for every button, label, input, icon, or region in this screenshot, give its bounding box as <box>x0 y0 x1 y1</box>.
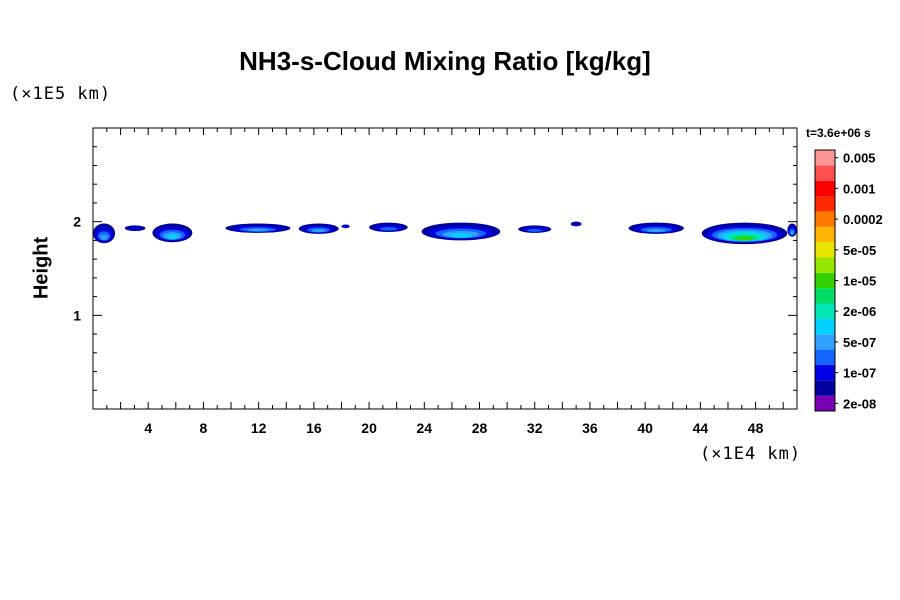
x-tick-label: 20 <box>361 420 377 436</box>
cloud-contour <box>311 229 326 233</box>
x-tick-label: 4 <box>144 420 152 436</box>
x-axis-unit: (×1E4 km) <box>700 444 802 464</box>
colorbar-label: 0.001 <box>843 181 876 196</box>
x-tick-label: 40 <box>637 420 653 436</box>
colorbar-label: 1e-05 <box>843 274 876 289</box>
x-tick-label: 32 <box>527 420 543 436</box>
x-tick-label: 44 <box>693 420 709 436</box>
colorbar-label: 5e-05 <box>843 243 876 258</box>
colorbar-segment <box>815 303 835 319</box>
time-label: t=3.6e+06 s <box>806 126 871 140</box>
cloud-contour <box>166 234 179 240</box>
colorbar-label: 2e-08 <box>843 396 876 411</box>
colorbar-segment <box>815 364 835 381</box>
x-tick-label: 36 <box>582 420 598 436</box>
x-tick-label: 28 <box>472 420 488 436</box>
cloud-contour <box>343 225 349 228</box>
cloud-patch <box>787 223 797 237</box>
cloud-patch <box>701 222 788 245</box>
cloud-patch <box>570 221 582 227</box>
cloud-patch <box>152 223 193 243</box>
cloud-patch <box>518 225 552 233</box>
colorbar-segment <box>815 196 835 212</box>
cloud-patch <box>369 222 408 232</box>
cloud-patch <box>124 225 146 232</box>
cloud-contour <box>246 228 270 232</box>
plot-frame <box>92 127 798 410</box>
colorbar-segment <box>815 349 835 365</box>
colorbar-segment <box>815 165 835 181</box>
cloud-patch <box>421 222 501 241</box>
colorbar-label: 5e-07 <box>843 335 876 350</box>
colorbar-segment <box>815 242 835 258</box>
cloud-patch <box>628 222 684 234</box>
colorbar-segment <box>815 380 835 396</box>
colorbar-segment <box>815 395 835 411</box>
cloud-patch <box>298 223 339 234</box>
colorbar-label: 0.005 <box>843 151 876 166</box>
colorbar-segment <box>815 318 835 335</box>
cloud-patch <box>225 223 291 233</box>
colorbar-label: 1e-07 <box>843 366 876 381</box>
colorbar-segment <box>815 257 835 273</box>
cloud-patch <box>93 223 116 244</box>
cloud-contour <box>100 234 108 241</box>
cloud-contour <box>128 227 142 231</box>
chart-title: NH3-s-Cloud Mixing Ratio [kg/kg] <box>239 46 651 76</box>
colorbar-segment <box>815 150 835 166</box>
cloud-contour <box>527 228 543 232</box>
x-tick-label: 16 <box>306 420 322 436</box>
colorbar-label: 2e-06 <box>843 304 876 319</box>
colorbar-segment <box>815 288 835 304</box>
colorbar-label: 0.0002 <box>843 212 883 227</box>
colorbar-segment <box>815 180 835 197</box>
colorbar-segment <box>815 272 835 289</box>
cloud-contour <box>379 227 397 231</box>
x-tick-label: 48 <box>748 420 764 436</box>
colorbar-segment <box>815 334 835 350</box>
cloud-contour <box>736 236 753 241</box>
y-axis-unit: (×1E5 km) <box>10 84 112 104</box>
cloud-patch <box>341 224 350 229</box>
y-tick-label: 1 <box>73 307 81 323</box>
x-tick-label: 24 <box>417 420 433 436</box>
cloud-contour <box>572 223 580 226</box>
x-tick-label: 12 <box>251 420 267 436</box>
cloud-contour <box>790 230 794 235</box>
colorbar-segment <box>815 211 835 227</box>
cloud-contour <box>646 228 666 233</box>
y-tick-label: 2 <box>73 214 81 230</box>
cloud-contour <box>449 233 473 238</box>
x-tick-label: 8 <box>200 420 208 436</box>
colorbar-segment <box>815 226 835 243</box>
